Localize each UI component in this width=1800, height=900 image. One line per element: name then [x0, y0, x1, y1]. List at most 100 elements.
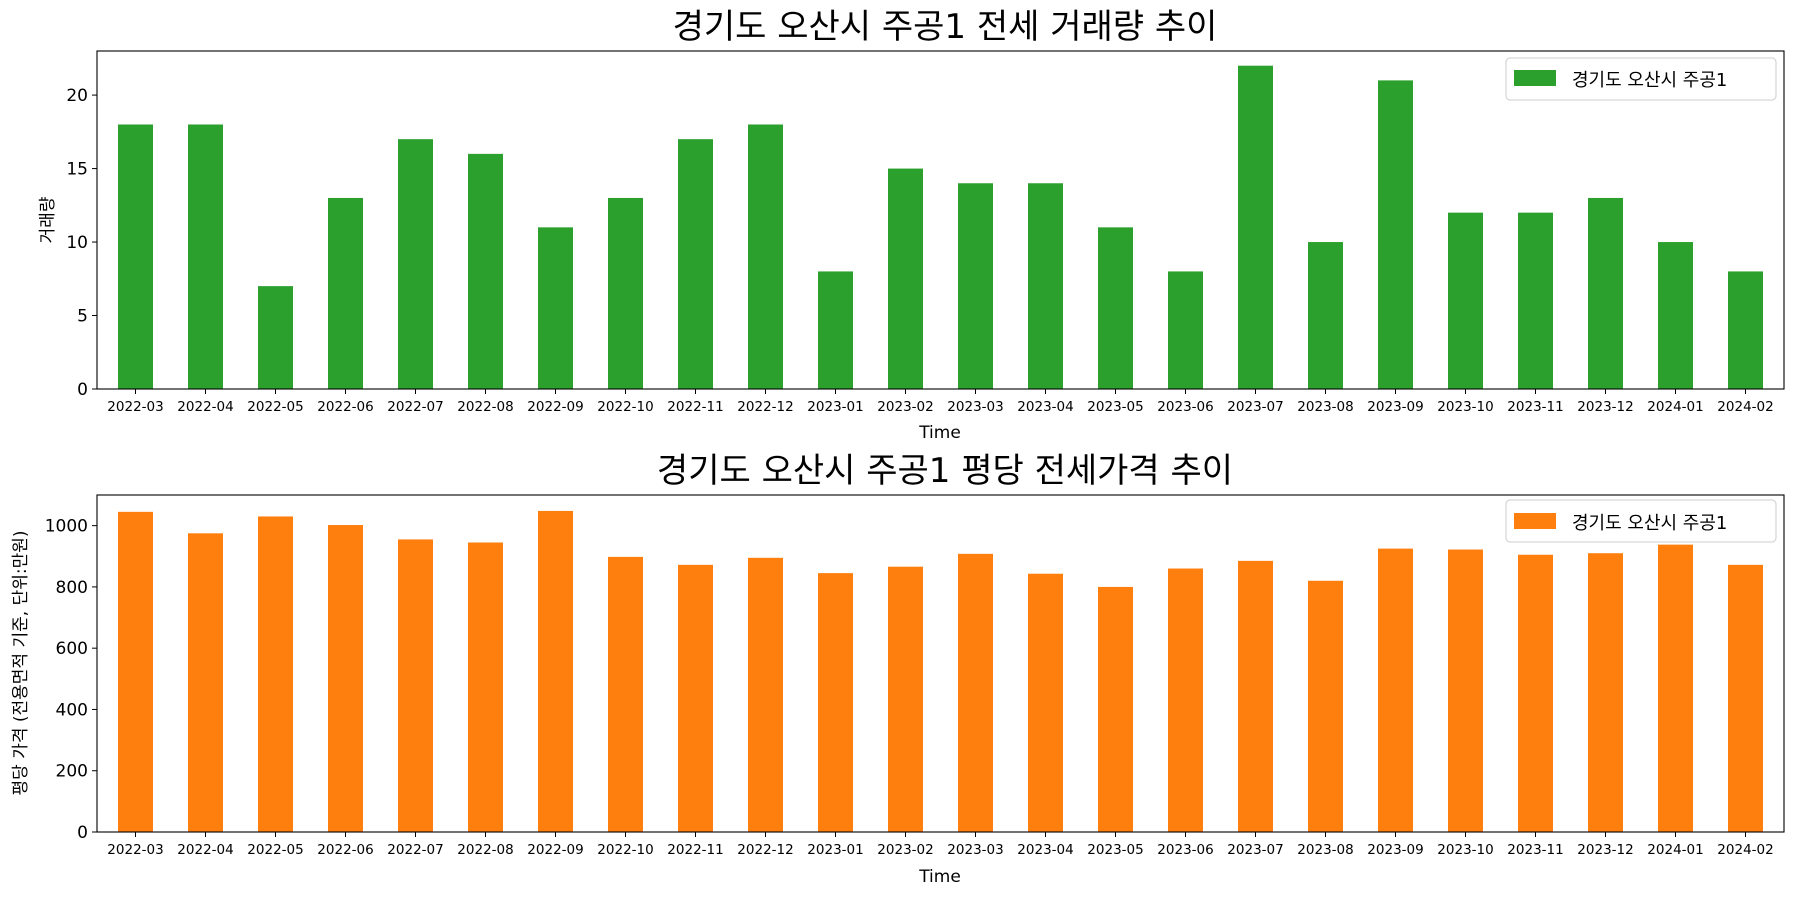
legend-box	[1505, 57, 1777, 101]
bar	[1378, 548, 1413, 832]
x-axis-label: Time	[918, 867, 961, 887]
chart-title: 경기도 오산시 주공1 전세 거래량 추이	[673, 7, 1218, 47]
bar	[188, 533, 223, 832]
bar	[678, 564, 713, 832]
bar	[468, 542, 503, 832]
bar	[1518, 554, 1553, 832]
x-tick-label: 2023-08	[1297, 399, 1353, 415]
x-tick-label: 2022-08	[457, 399, 513, 415]
plot-frame	[96, 494, 1785, 833]
bar	[888, 168, 923, 389]
bar	[1098, 586, 1133, 832]
x-tick-label: 2022-09	[527, 842, 583, 858]
bar	[888, 566, 923, 832]
x-tick-label: 2022-05	[247, 842, 303, 858]
bar	[678, 139, 713, 389]
bar	[118, 511, 153, 832]
x-tick-label: 2023-01	[807, 399, 863, 415]
x-tick-label: 2022-04	[177, 399, 233, 415]
x-tick-label: 2022-07	[387, 399, 443, 415]
y-tick-label: 5	[77, 307, 88, 327]
bar	[1518, 212, 1553, 389]
x-tick-label: 2023-04	[1017, 842, 1073, 858]
x-tick-label: 2022-05	[247, 399, 303, 415]
y-tick-label: 20	[66, 86, 88, 106]
bar	[1728, 271, 1763, 389]
x-tick-label: 2023-09	[1367, 842, 1423, 858]
x-tick-label: 2023-03	[947, 842, 1003, 858]
x-tick-label: 2022-10	[597, 399, 653, 415]
price-chart: 경기도 오산시 주공1 평당 전세가격 추이 0 200 400 600 800 1000…	[11, 451, 1785, 887]
x-tick-label: 2023-09	[1367, 399, 1423, 415]
legend-label: 경기도 오산시 주공1	[1572, 70, 1727, 91]
y-tick-label: 1000	[45, 517, 88, 537]
x-tick-label: 2022-06	[317, 399, 373, 415]
x-axis: 2022-03 2022-04 2022-05 2022-06 2022-07 2022-…	[107, 832, 1774, 858]
bar	[1028, 573, 1063, 832]
bar	[1238, 65, 1273, 389]
bar	[398, 139, 433, 389]
bar	[328, 525, 363, 832]
bar	[258, 286, 293, 389]
x-tick-label: 2022-04	[177, 842, 233, 858]
y-tick-label: 10	[66, 233, 88, 253]
x-tick-label: 2023-08	[1297, 842, 1353, 858]
x-tick-label: 2022-10	[597, 842, 653, 858]
x-axis-label: Time	[918, 423, 961, 443]
bar	[398, 539, 433, 832]
x-tick-label: 2023-03	[947, 399, 1003, 415]
bar	[748, 557, 783, 832]
bar	[1098, 227, 1133, 389]
bar-group	[118, 510, 1763, 832]
legend-swatch	[1514, 513, 1556, 529]
bar	[1448, 549, 1483, 832]
bar	[1028, 183, 1063, 389]
y-tick-label: 800	[56, 578, 88, 598]
bar	[1588, 553, 1623, 832]
x-tick-label: 2024-02	[1717, 399, 1773, 415]
x-tick-label: 2022-11	[667, 842, 723, 858]
legend: 경기도 오산시 주공1	[1505, 499, 1777, 543]
bar	[1168, 568, 1203, 832]
legend-label: 경기도 오산시 주공1	[1572, 513, 1727, 534]
x-tick-label: 2022-11	[667, 399, 723, 415]
bar	[1308, 580, 1343, 832]
x-tick-label: 2023-11	[1507, 842, 1563, 858]
bar	[1378, 80, 1413, 389]
y-tick-label: 0	[77, 380, 88, 400]
bar	[958, 553, 993, 832]
x-tick-label: 2022-08	[457, 842, 513, 858]
x-tick-label: 2024-02	[1717, 842, 1773, 858]
x-tick-label: 2022-12	[737, 399, 793, 415]
bar	[818, 573, 853, 832]
bar	[958, 183, 993, 389]
y-axis: 0 200 400 600 800 1000	[45, 517, 97, 843]
x-tick-label: 2023-10	[1437, 842, 1493, 858]
x-axis: 2022-03 2022-04 2022-05 2022-06 2022-07 2022-…	[107, 389, 1774, 415]
bar	[1308, 242, 1343, 389]
legend-swatch	[1514, 70, 1556, 86]
legend-box	[1505, 499, 1777, 543]
bar	[1238, 560, 1273, 832]
bar	[608, 556, 643, 832]
bar	[1448, 212, 1483, 389]
x-tick-label: 2023-10	[1437, 399, 1493, 415]
x-tick-label: 2023-06	[1157, 399, 1213, 415]
x-tick-label: 2023-06	[1157, 842, 1213, 858]
x-tick-label: 2023-07	[1227, 842, 1283, 858]
x-tick-label: 2022-03	[107, 399, 163, 415]
bar-group	[118, 65, 1763, 389]
bar	[258, 516, 293, 832]
bar	[748, 124, 783, 389]
bar	[188, 124, 223, 389]
plot-frame	[96, 50, 1785, 390]
bar	[1658, 242, 1693, 389]
y-axis-label: 평당 가격 (전용면적 기준, 단위:만원)	[11, 531, 31, 796]
y-tick-label: 600	[56, 639, 88, 659]
y-axis-label: 거래량	[38, 196, 58, 243]
x-tick-label: 2023-05	[1087, 842, 1143, 858]
x-tick-label: 2023-11	[1507, 399, 1563, 415]
x-tick-label: 2023-02	[877, 399, 933, 415]
x-tick-label: 2023-12	[1577, 399, 1633, 415]
